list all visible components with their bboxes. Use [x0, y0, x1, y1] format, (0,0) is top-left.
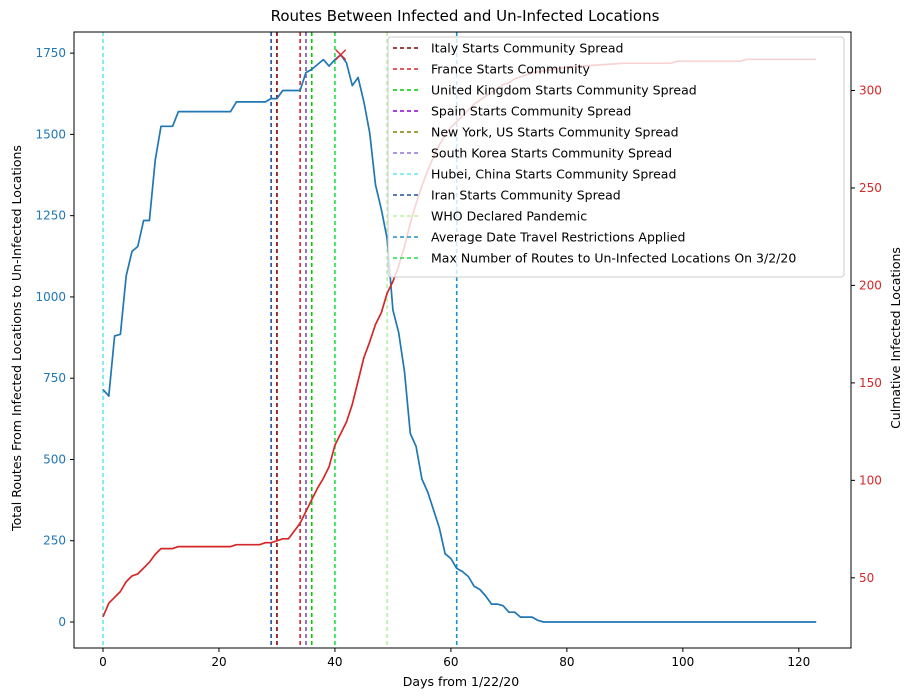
y-right-tick-label: 50 [859, 571, 874, 585]
y-right-tick-label: 300 [859, 83, 882, 97]
legend-label-0: Italy Starts Community Spread [431, 41, 623, 56]
legend-label-5: South Korea Starts Community Spread [431, 146, 672, 161]
legend-label-9: Average Date Travel Restrictions Applied [431, 230, 685, 245]
chart-title: Routes Between Infected and Un-Infected … [271, 7, 660, 25]
y-left-tick-label: 250 [43, 534, 66, 548]
y-left-tick-label: 1250 [35, 209, 66, 223]
plot-frame [73, 31, 852, 649]
x-tick-label: 100 [671, 655, 694, 669]
y-left-tick-label: 500 [43, 452, 66, 466]
x-tick-label: 60 [443, 655, 458, 669]
y-left-tick-label: 1750 [35, 46, 66, 60]
y-left-tick-label: 1500 [35, 127, 66, 141]
legend-label-1: France Starts Community [431, 62, 591, 77]
y-right-tick-label: 250 [859, 181, 882, 195]
y-axis-right-label: Culmative Infected Locations [888, 247, 903, 429]
x-tick-label: 0 [99, 655, 107, 669]
legend-label-10: Max Number of Routes to Un-Infected Loca… [431, 251, 796, 266]
x-tick-label: 120 [787, 655, 810, 669]
legend-label-4: New York, US Starts Community Spread [431, 125, 679, 140]
plot-area: 0 20 40 60 80 100 120 0 250 500 750 1000 1250 1500 175… [35, 31, 882, 669]
x-tick-label: 80 [559, 655, 574, 669]
y-right-tick-label: 150 [859, 376, 882, 390]
y-left-tick-label: 750 [43, 371, 66, 385]
legend: Italy Starts Community Spread France Star… [387, 36, 845, 278]
legend-label-8: WHO Declared Pandemic [431, 209, 587, 224]
legend-label-6: Hubei, China Starts Community Spread [431, 167, 676, 182]
x-axis-label: Days from 1/22/20 [403, 674, 519, 689]
legend-label-7: Iran Starts Community Spread [431, 188, 621, 203]
legend-box [387, 36, 845, 278]
y-left-tick-label: 1000 [35, 290, 66, 304]
legend-label-2: United Kingdom Starts Community Spread [431, 83, 697, 98]
max-routes-marker [335, 49, 347, 61]
y-right-tick-label: 200 [859, 278, 882, 292]
y-left-tick-label: 0 [58, 615, 66, 629]
series-line-left [102, 53, 817, 623]
x-tick-label: 20 [211, 655, 226, 669]
y-right-tick-label: 100 [859, 473, 882, 487]
x-tick-label: 40 [327, 655, 342, 669]
y-axis-left-label: Total Routes From Infected Locations to … [9, 145, 24, 532]
legend-label-3: Spain Starts Community Spread [431, 104, 631, 119]
